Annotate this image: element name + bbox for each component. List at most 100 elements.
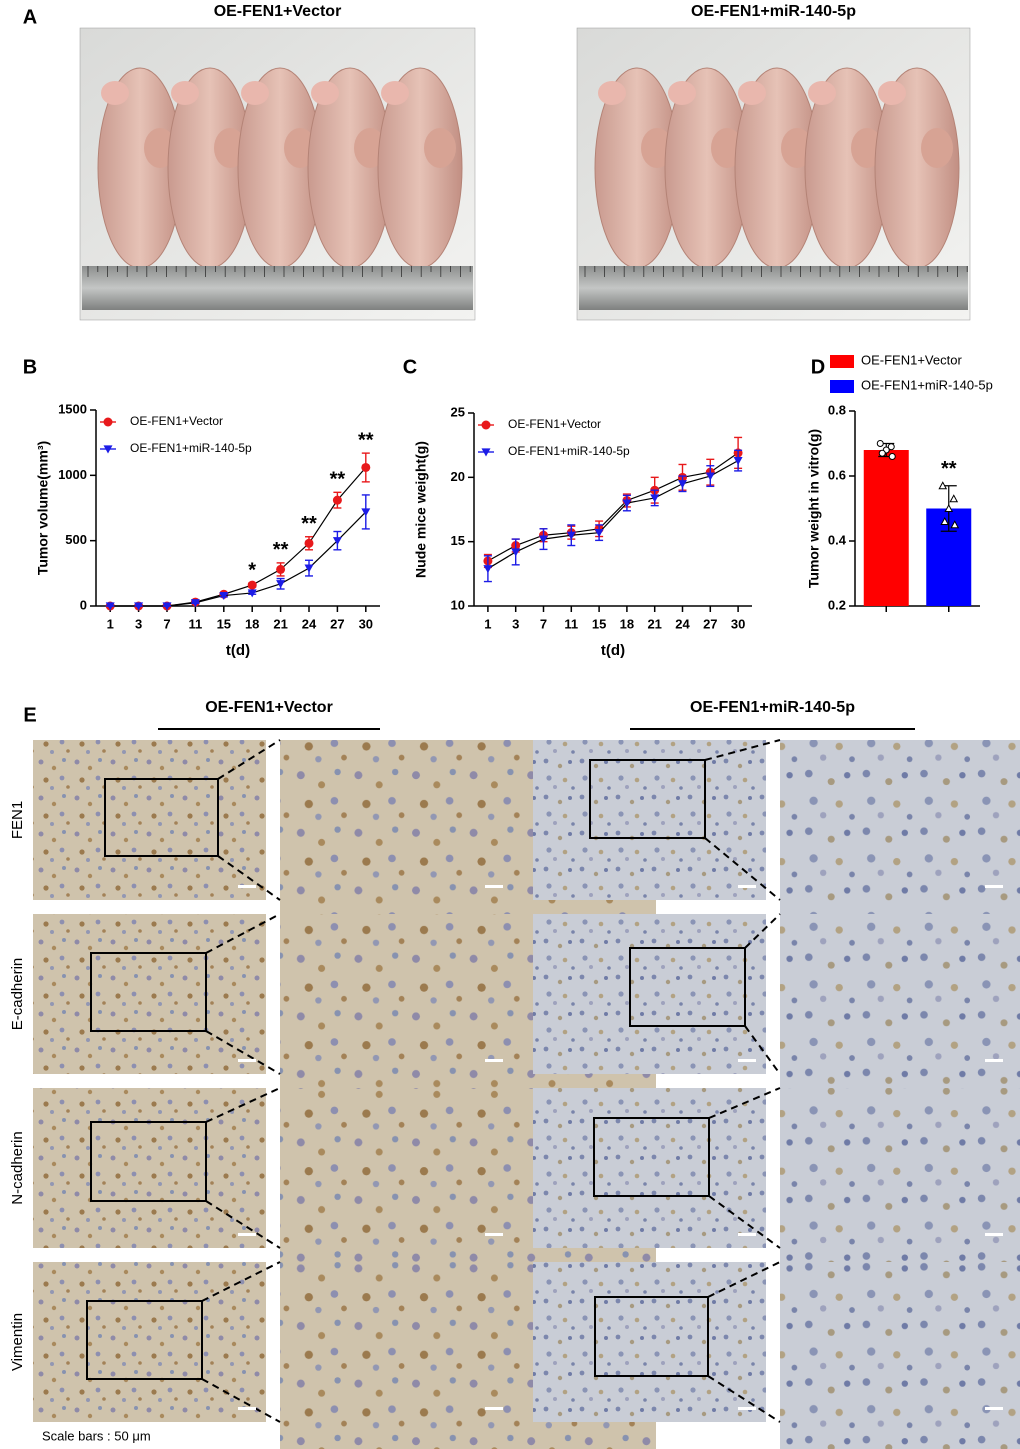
series-line [110,467,367,607]
scale-bar [738,1407,756,1410]
zoom-guide [205,1087,281,1123]
series-line [487,460,739,570]
y-axis-label: Tumor weight in vitro(g) [806,429,822,588]
scale-bar [985,1059,1003,1062]
marker [650,494,660,503]
ihc-overview [533,914,766,1074]
zoom-box [86,1300,203,1380]
y-tick-label: 10 [451,597,465,612]
scale-bar [485,1233,503,1236]
marker [190,599,200,608]
scale-note: Scale bars : 50 μm [42,1428,151,1443]
x-tick-label: 18 [245,616,259,631]
ruler [579,266,968,310]
zoom-guide [201,1261,281,1302]
ihc-overview [33,914,266,1074]
x-axis-label: t(d) [226,642,250,659]
zoom-box [594,1296,709,1377]
x-tick-label: 11 [189,616,203,631]
zoom-guide [744,1025,781,1075]
row-label: N-cadherin [9,1131,26,1204]
zoom-guide [205,913,281,954]
row-label: FEN1 [9,801,26,839]
scale-bar [485,1059,503,1062]
data-point [950,520,960,529]
y-tick-label: 0.6 [828,467,846,482]
y-axis-label: Nude mice weight(g) [413,441,429,578]
x-tick-label: 7 [163,616,170,631]
ihc-overview [33,740,266,900]
x-tick-label: 30 [731,616,745,631]
zoom-guide [205,1200,281,1249]
legend-swatch [830,355,854,368]
x-tick-label: 24 [302,616,317,631]
x-tick-label: 27 [703,616,717,631]
series-line [110,511,367,607]
x-tick-label: 21 [647,616,661,631]
row-label: E-cadherin [9,958,26,1031]
marker [247,589,257,598]
mouse-ear [598,81,626,105]
marker [705,472,715,481]
zoom-guide [201,1378,281,1423]
marker [162,602,172,611]
scale-bar [738,1059,756,1062]
significance: ** [330,469,346,491]
scale-bar [238,1059,256,1062]
marker [361,508,371,517]
tumor [921,128,953,168]
zoom-box [90,1121,207,1202]
marker [304,538,314,548]
x-axis-label: t(d) [601,642,625,659]
marker [332,495,342,505]
y-tick-label: 25 [451,404,465,419]
marker [276,580,286,589]
zoom-box [629,947,746,1027]
marker [332,537,342,546]
legend-label: OE-FEN1+Vector [508,417,601,431]
content: A B C D E OE-FEN1+Vector OE-FEN1+miR-140-5p 0 50… [9,3,1020,1449]
mouse-ear [241,81,269,105]
ihc-overview [533,1262,766,1422]
zoom-box [104,778,219,857]
significance: ** [273,539,289,561]
mouse-ear [311,81,339,105]
scale-bar [238,885,256,888]
mouse-ear [668,81,696,105]
scale-bar [738,1233,756,1236]
legend-label: OE-FEN1+Vector [130,414,223,428]
mouse-ear [808,81,836,105]
mouse-ear [101,81,129,105]
ihc-overview [33,1262,266,1422]
marker [539,535,548,544]
zoom-guide [217,739,281,780]
y-tick-label: 1500 [58,401,87,416]
series-line [487,452,739,562]
marker [511,548,521,557]
significance: ** [941,458,957,480]
marker [733,457,743,466]
panel-label: B [23,356,37,378]
tumor [424,128,456,168]
zoom-guide [704,837,781,901]
mouse-ear [381,81,409,105]
x-tick-label: 27 [330,616,344,631]
data-point [876,440,884,447]
x-tick-label: 7 [540,616,547,631]
x-tick-label: 15 [217,616,231,631]
scale-bar [738,885,756,888]
x-tick-label: 24 [675,616,690,631]
scale-bar [238,1233,256,1236]
marker [594,529,604,538]
panel-label: C [403,356,417,378]
zoom-guide [217,855,281,901]
mouse-ear [878,81,906,105]
y-tick-label: 15 [451,533,465,548]
marker [566,531,576,540]
scale-bar [985,885,1003,888]
legend-marker [481,448,491,457]
y-tick-label: 1000 [58,467,87,482]
zoom-guide [205,1030,281,1075]
marker [247,580,257,590]
